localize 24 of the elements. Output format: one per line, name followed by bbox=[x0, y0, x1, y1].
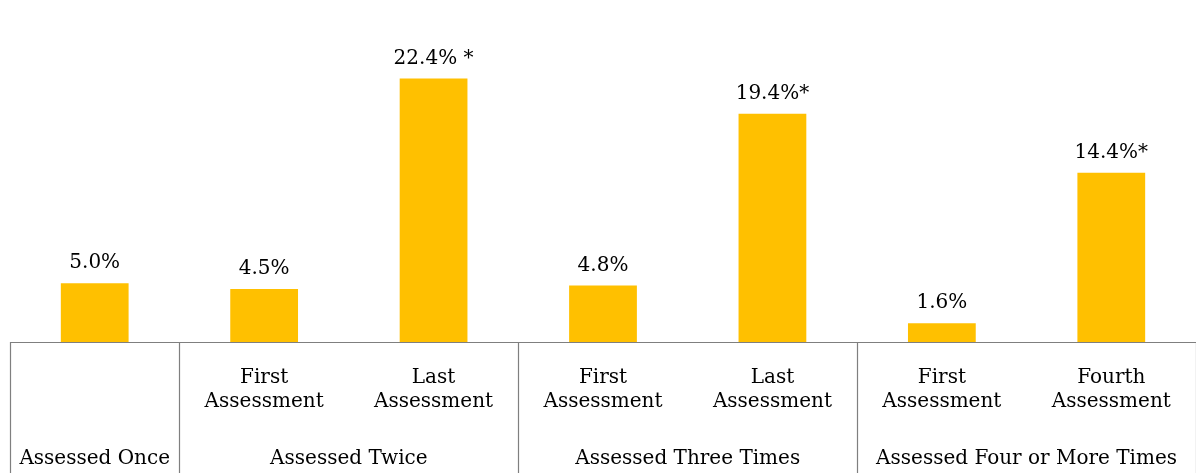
data-label: 19.4%* bbox=[735, 80, 810, 105]
data-label: 14.4%* bbox=[1074, 138, 1149, 163]
text: Assessed Four or More Times bbox=[875, 445, 1178, 470]
text: Assessed Twice bbox=[269, 445, 428, 470]
text: Assessed Once bbox=[18, 445, 171, 470]
x-tick-label: First Assessment bbox=[881, 364, 1002, 413]
bar bbox=[399, 78, 468, 342]
bar bbox=[60, 283, 129, 342]
data-label: 4.8% bbox=[577, 251, 629, 276]
bar bbox=[1077, 172, 1146, 342]
x-tick-label: Fourth Assessment bbox=[1050, 364, 1171, 413]
data-label: 4.5% bbox=[238, 255, 290, 280]
x-tick-label: Last Assessment bbox=[711, 364, 832, 413]
data-label: 22.4% * bbox=[393, 44, 474, 69]
data-label: 5.0% bbox=[69, 249, 121, 274]
bar bbox=[230, 289, 299, 342]
data-label: 1.6% bbox=[916, 289, 968, 314]
x-tick-label: First Assessment bbox=[542, 364, 663, 413]
x-tick-label: Last Assessment bbox=[373, 364, 494, 413]
bar bbox=[738, 113, 807, 342]
x-tick-label: First Assessment bbox=[203, 364, 324, 413]
text: Assessed Three Times bbox=[574, 445, 801, 470]
bar bbox=[907, 323, 976, 342]
bar bbox=[569, 285, 637, 342]
